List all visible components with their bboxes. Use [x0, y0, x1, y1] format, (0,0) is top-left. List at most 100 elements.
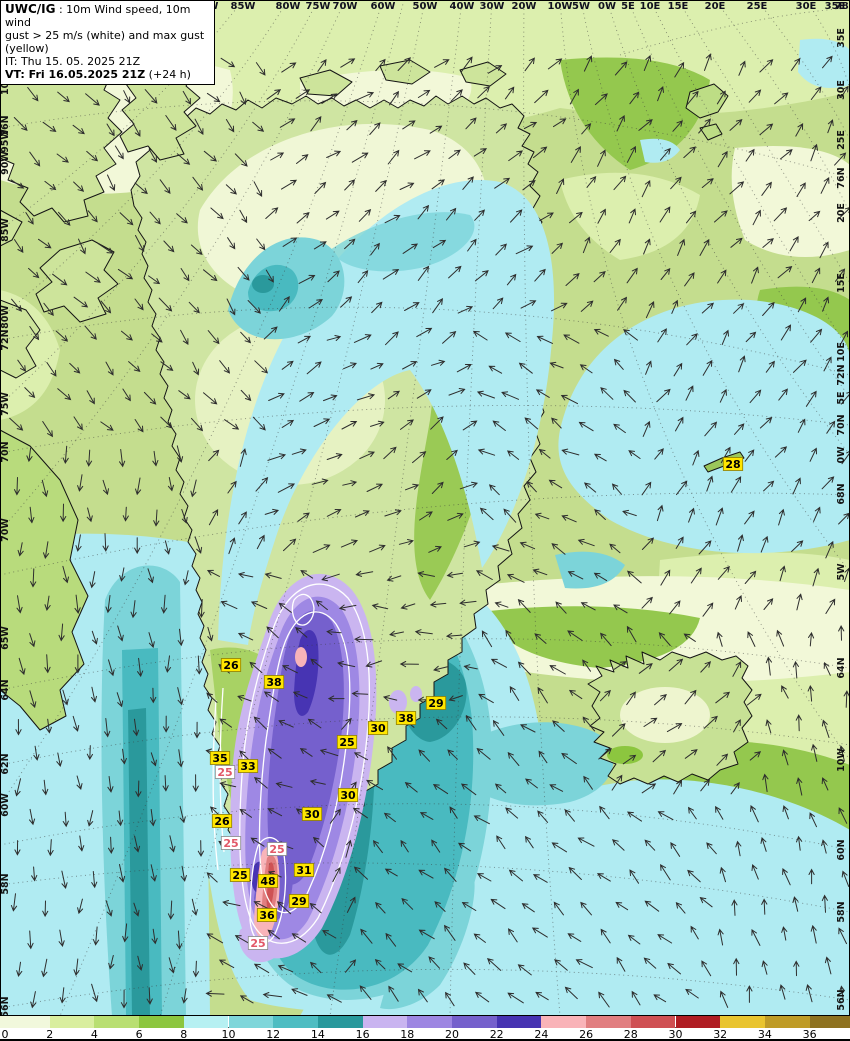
right-axis-label: 25E — [836, 130, 847, 150]
left-axis-label: 72N — [0, 329, 11, 350]
gust-label: 25 — [247, 936, 269, 950]
left-axis-label: 64N — [0, 679, 11, 700]
right-axis-label: 10E — [836, 342, 847, 362]
svg-text:25: 25 — [250, 937, 265, 950]
right-axis-label: 76N — [836, 167, 847, 188]
gust-label: 25 — [229, 868, 251, 882]
colorbar-cell — [49, 1016, 95, 1028]
right-axis-label: 5W — [836, 563, 847, 581]
left-axis-label: 76N — [0, 115, 11, 136]
left-axis-label: 80W — [0, 305, 11, 329]
gust-label: 38 — [263, 675, 285, 689]
gust-contour-lines — [212, 583, 371, 944]
storm-core-layer — [230, 573, 422, 963]
right-axis-label: 56N — [836, 989, 847, 1010]
right-axis-label: 72N — [836, 364, 847, 385]
svg-text:28: 28 — [725, 458, 740, 471]
top-axis-label: 70W — [333, 1, 358, 12]
top-axis-label: 5E — [621, 1, 635, 12]
svg-text:38: 38 — [266, 676, 281, 689]
colorbar-tick-label: 16 — [355, 1028, 370, 1041]
colorbar-cell — [720, 1016, 765, 1028]
left-axis-label: 60W — [0, 793, 11, 817]
top-axis-label: 0W — [598, 1, 616, 12]
right-axis-label: 70N — [836, 414, 847, 435]
colorbar-tick-label: 12 — [266, 1028, 281, 1041]
left-axis-label: 70W — [0, 518, 11, 542]
right-axis-label: 0W — [836, 446, 847, 464]
right-axis-label: 68N — [836, 483, 847, 504]
gust-label: 25 — [220, 836, 242, 850]
left-axis-labels: 100W76N95W90W85W80W72N75W70N70W65W64N62N… — [0, 64, 11, 1016]
left-axis-label: 65W — [0, 626, 11, 650]
top-axis-label: 50W — [413, 1, 438, 12]
top-axis-label: 30W — [480, 1, 505, 12]
init-time: IT: Thu 15. 05. 2025 21Z — [5, 55, 141, 68]
svg-text:25: 25 — [232, 869, 247, 882]
top-axis-label: 30E — [796, 1, 817, 12]
gust-label: 25 — [266, 842, 288, 856]
colorbar-cell — [809, 1016, 850, 1028]
canadian-islands — [0, 59, 507, 731]
colorbar-cell — [0, 1016, 50, 1028]
gust-label: 30 — [337, 788, 359, 802]
colorbar-tick-label: 20 — [445, 1028, 459, 1041]
colorbar-tick-label: 4 — [90, 1028, 98, 1041]
colorbar-cell — [452, 1016, 497, 1028]
right-axis-label: 58N — [836, 901, 847, 922]
right-axis-label: 20E — [836, 203, 847, 223]
right-axis-label: 5E — [836, 391, 847, 404]
gust-label: 29 — [425, 696, 447, 710]
svg-text:26: 26 — [223, 659, 239, 672]
right-axis-label: 64N — [836, 657, 847, 678]
svg-text:25: 25 — [269, 843, 284, 856]
colorbar-cell — [317, 1016, 363, 1028]
colorbar-tick-label: 14 — [310, 1028, 325, 1041]
gust-label: 28 — [722, 457, 744, 471]
gust-label: 30 — [301, 807, 323, 821]
colorbar-ticks: 0 2 4 6 8 10 12 14 16 18 20 22 24 26 28 30 32 34 36 — [0, 1028, 850, 1041]
colorbar-cell — [183, 1016, 229, 1028]
right-axis-label: 35E — [836, 28, 847, 48]
colorbar-tick-label: 26 — [579, 1028, 594, 1041]
svg-text:25: 25 — [217, 766, 232, 779]
gust-label: 25 — [214, 765, 236, 779]
gust-label: 25 — [336, 735, 358, 749]
colorbar-tick-label: 8 — [180, 1028, 188, 1041]
left-axis-label: 56N — [0, 996, 11, 1016]
svg-text:36: 36 — [259, 909, 275, 922]
colorbar-tick-label: 18 — [400, 1028, 415, 1041]
top-axis-label: 60W — [371, 1, 396, 12]
top-axis-label: 25E — [747, 1, 768, 12]
gust-label: 26 — [220, 658, 242, 672]
svg-text:33: 33 — [240, 760, 255, 773]
colorbar-cell — [586, 1016, 631, 1028]
top-axis-label: 85W — [231, 1, 256, 12]
top-axis-label: 15E — [668, 1, 689, 12]
svg-text:31: 31 — [296, 864, 311, 877]
legend-title: : 10m Wind speed, 10m wind — [5, 3, 191, 29]
greenland-wind-arc — [218, 180, 555, 645]
left-axis-label: 90W — [0, 151, 11, 175]
svg-text:29: 29 — [291, 895, 306, 908]
colorbar-cell — [139, 1016, 184, 1028]
wind-speed-colorbar: 0 2 4 6 8 10 12 14 16 18 20 22 24 26 28 30 32 34 36 — [0, 1015, 850, 1041]
colorbar-tick-label: 10 — [221, 1028, 236, 1041]
top-axis-label: 10W — [548, 1, 573, 12]
right-axis-label: 15E — [836, 273, 847, 293]
svg-text:38: 38 — [398, 712, 413, 725]
top-axis-label: 35E — [825, 1, 846, 12]
gust-label: 33 — [237, 759, 259, 773]
top-axis-label: 5W — [572, 1, 590, 12]
colorbar-cells — [0, 1015, 850, 1028]
top-axis-label: 20W — [512, 1, 537, 12]
svg-text:26: 26 — [214, 815, 230, 828]
top-axis-labels: 90W85W80W75W70W60W50W40W30W20W10W5W0W5E1… — [194, 1, 850, 12]
colorbar-tick-label: 2 — [46, 1028, 54, 1041]
right-axis-label: 60N — [836, 839, 847, 860]
svg-text:29: 29 — [428, 697, 443, 710]
colorbar-cell — [407, 1016, 452, 1028]
gust-label: 31 — [293, 863, 315, 877]
colorbar-tick-label: 0 — [1, 1028, 9, 1041]
gust-label: 35 — [209, 751, 231, 765]
